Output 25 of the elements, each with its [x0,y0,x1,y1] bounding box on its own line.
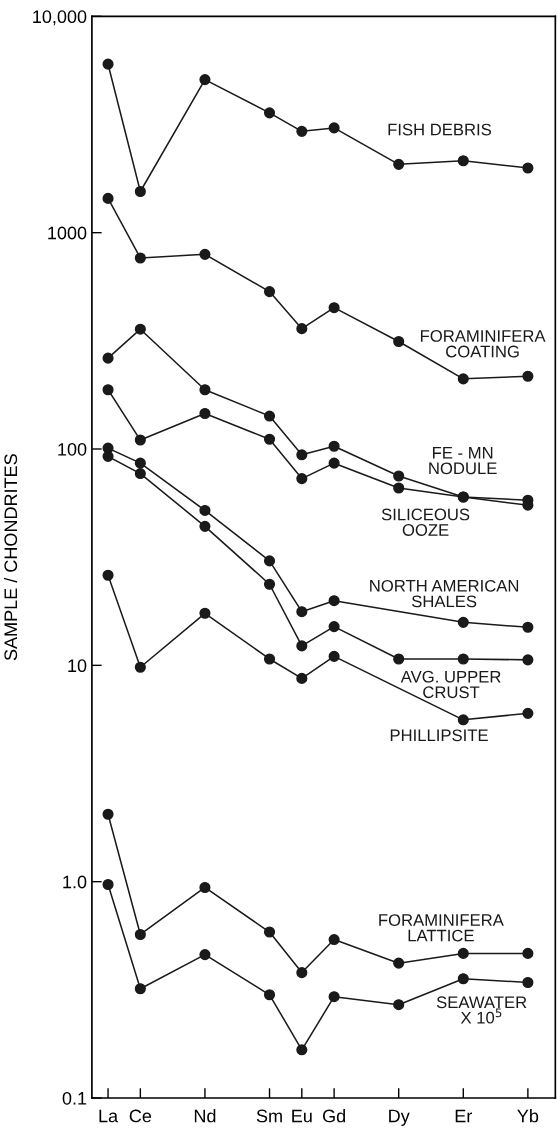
series-label: FORAMINIFERA LATTICE [379,914,504,942]
series-label: PHILLIPSITE [390,729,488,742]
series-label: NORTH AMERICAN SHALES [370,579,519,608]
y-tick-label: 1.0 [63,875,87,889]
x-tick-label: Yb [517,1109,539,1123]
y-tick-label: 10 [68,659,87,673]
series-label: FORAMINIFERA COATING [420,330,546,358]
x-tick-label: Sm [256,1109,282,1123]
series-label: SEAWATER X 10$^{5}$ [436,996,527,1024]
x-tick-label: Er [455,1109,473,1123]
x-tick-label: Dy [389,1109,410,1126]
series-label: FISH DEBRIS [388,123,492,136]
y-tick-label: 1000 [48,226,87,240]
x-tick-label: La [99,1109,119,1123]
x-tick-label: Nd [194,1109,216,1123]
series-label: AVG. UPPER CRUST [400,670,501,699]
y-tick-label: 0.1 [62,1091,87,1105]
x-tick-label: Gd [322,1109,345,1123]
y-tick-label: 10,000 [33,10,87,26]
y-axis-title: SAMPLE / CHONDRITES [3,454,18,661]
y-tick-label: 100 [58,442,87,456]
series-label: SILICEOUS OOZE [381,508,470,536]
series-label: FE - MN NODULE [429,447,497,475]
x-tick-label: Eu [292,1109,312,1123]
x-tick-label: Ce [129,1109,152,1123]
